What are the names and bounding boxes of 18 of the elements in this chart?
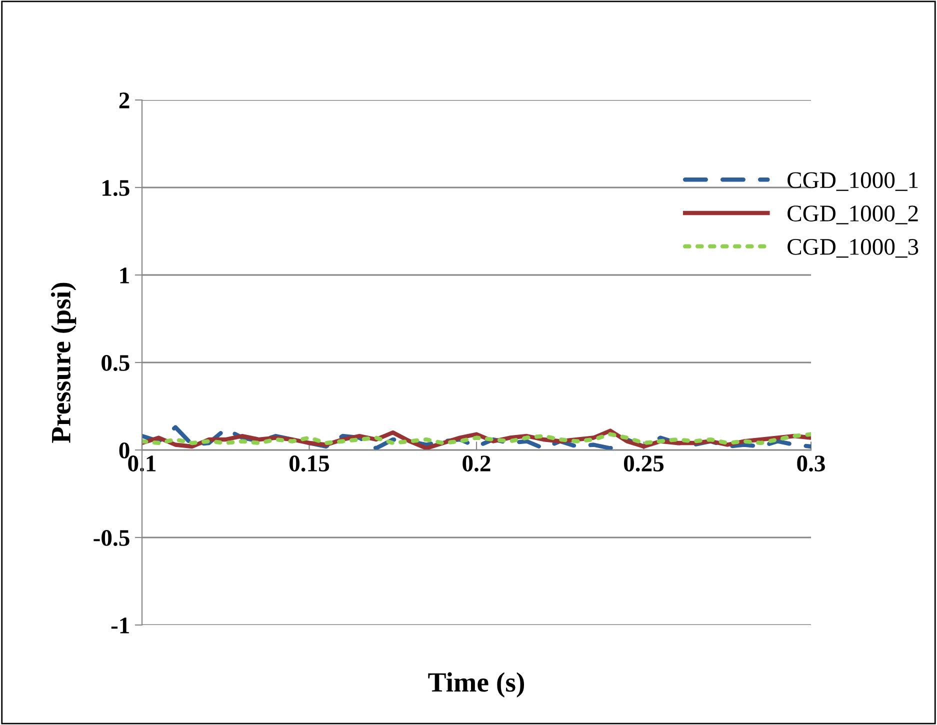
x-tick-label: 0.3: [797, 456, 825, 472]
y-tick-label: 0: [119, 442, 130, 458]
y-axis-title: Pressure (psi): [50, 282, 76, 443]
y-tick-label: -1: [111, 618, 129, 634]
y-tick-label: -0.5: [94, 530, 130, 546]
y-tick-label: 2: [119, 92, 130, 108]
x-tick-label: 0.2: [462, 456, 490, 472]
legend-label: CGD_1000_1: [788, 172, 918, 191]
legend-label: CGD_1000_2: [788, 206, 918, 224]
x-tick-label: 0.1: [128, 456, 156, 472]
x-tick-label: 0.25: [624, 456, 664, 472]
y-tick-label: 0.5: [102, 354, 130, 372]
legend-label: CGD_1000_3: [788, 238, 918, 258]
line-series: [142, 432, 811, 446]
x-tick-label: 0.15: [289, 456, 330, 472]
x-axis-title: Time (s): [428, 672, 524, 698]
y-tick-label: 1: [120, 268, 129, 284]
y-tick-label: 1.5: [102, 180, 130, 196]
